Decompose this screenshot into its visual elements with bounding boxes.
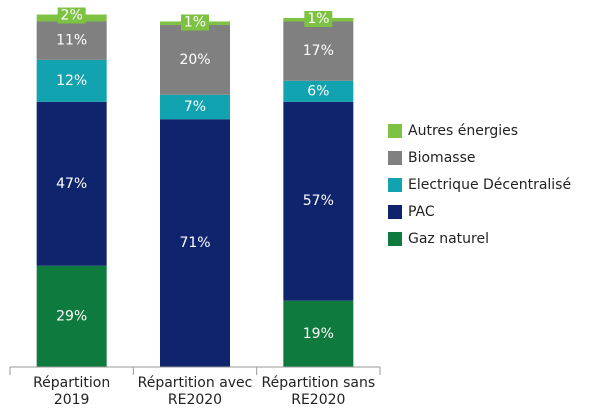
bar-segment xyxy=(160,24,230,95)
data-label: 20% xyxy=(179,52,210,68)
x-label-box: Répartition avec RE2020 xyxy=(137,375,253,408)
legend-label: PAC xyxy=(408,204,435,220)
x-label-box: Répartition sans RE2020 xyxy=(261,375,376,408)
data-label: 47% xyxy=(56,176,87,192)
legend-swatch xyxy=(388,151,402,165)
bar-segment xyxy=(283,300,354,367)
data-label: 71% xyxy=(179,235,210,251)
x-tick-label: Répartition avec RE2020 xyxy=(137,375,253,408)
bar-segment xyxy=(36,21,107,60)
bar-segment xyxy=(160,119,230,368)
data-label: 7% xyxy=(184,99,206,115)
label-background xyxy=(57,7,86,24)
data-label: 19% xyxy=(303,326,334,342)
data-label: 11% xyxy=(56,33,87,49)
bar-segment xyxy=(36,101,107,266)
data-label: 2% xyxy=(61,8,83,24)
legend-label: Electrique Décentralisé xyxy=(408,177,571,193)
data-label: 57% xyxy=(303,193,334,209)
legend-swatch xyxy=(388,205,402,219)
data-label: 1% xyxy=(307,11,329,27)
data-label: 12% xyxy=(56,73,87,89)
x-label-box: Répartition 2019 xyxy=(33,375,111,408)
label-background xyxy=(304,11,333,27)
bar-segment xyxy=(160,94,230,120)
legend-label: Autres énergies xyxy=(408,123,518,139)
legend-label: Gaz naturel xyxy=(408,231,489,247)
data-label: 29% xyxy=(56,308,87,324)
bar-segment xyxy=(283,80,354,102)
data-label: 17% xyxy=(303,43,334,59)
legend-swatch xyxy=(388,178,402,192)
bar-segment xyxy=(283,101,354,301)
legend-swatch xyxy=(388,232,402,246)
legend-swatch xyxy=(388,124,402,138)
data-label: 6% xyxy=(307,83,329,99)
bar-segment xyxy=(283,21,354,81)
bar-segment xyxy=(36,265,107,367)
x-tick-label: Répartition sans RE2020 xyxy=(261,375,376,408)
label-background xyxy=(181,14,209,31)
legend-label: Biomasse xyxy=(408,150,475,166)
data-label: 1% xyxy=(184,14,206,30)
x-tick-label: Répartition 2019 xyxy=(33,375,111,408)
bar-segment xyxy=(36,59,107,102)
